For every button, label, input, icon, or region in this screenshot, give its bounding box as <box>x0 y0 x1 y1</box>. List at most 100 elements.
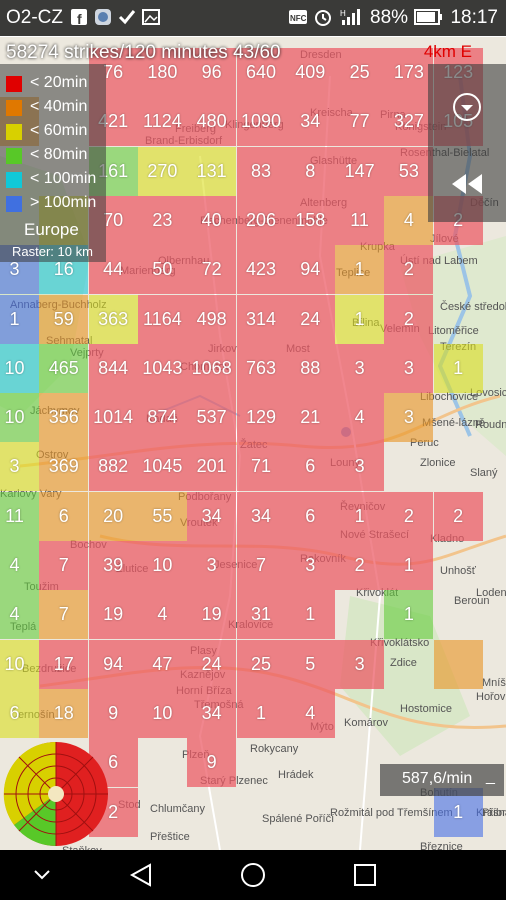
strike-cell <box>285 245 335 295</box>
strike-count: 6 <box>305 505 316 526</box>
strike-count: 96 <box>201 62 222 82</box>
strike-count: 19 <box>201 604 222 625</box>
strike-cell <box>88 343 138 393</box>
strike-count: 201 <box>196 456 227 477</box>
place-label: Hořovice <box>476 691 506 703</box>
carrier-label: O2-CZ <box>6 7 63 28</box>
legend-label: < 60min <box>30 122 88 139</box>
strike-cell <box>384 491 434 541</box>
alarm-icon <box>314 8 332 26</box>
strike-count: 53 <box>398 160 419 181</box>
strike-count: 94 <box>300 259 321 280</box>
place-label: Mšené-lázně <box>422 417 485 429</box>
legend-swatch <box>6 148 22 164</box>
place-label: Slaný <box>470 467 498 479</box>
legend-swatch <box>6 172 22 188</box>
strike-cell <box>137 343 187 393</box>
strike-count: 1090 <box>240 111 282 132</box>
strike-count: 55 <box>152 505 173 526</box>
strike-cell <box>384 343 434 393</box>
chevron-down-circle-icon <box>453 93 481 121</box>
legend-swatch <box>6 196 22 212</box>
strike-count: 59 <box>53 308 74 329</box>
strike-count: 1014 <box>93 407 134 428</box>
signal-icon: H <box>340 8 360 26</box>
strike-cell <box>0 688 39 738</box>
strike-cell <box>137 195 187 245</box>
strike-cell <box>187 738 237 788</box>
battery-icon <box>414 8 442 26</box>
strike-count: 537 <box>196 407 227 428</box>
strike-count: 11 <box>5 505 24 526</box>
strike-cell <box>335 294 385 344</box>
strike-count: 270 <box>147 160 178 181</box>
recents-icon[interactable] <box>352 862 378 888</box>
place-label: Litoměřice <box>428 325 479 337</box>
strike-cell <box>187 688 237 738</box>
strike-count: 2 <box>354 555 365 575</box>
strike-cell <box>137 541 187 590</box>
strike-count: 1043 <box>142 357 183 378</box>
strike-count: 1 <box>354 259 365 280</box>
strike-count: 1124 <box>143 111 182 132</box>
place-label: Zlonice <box>420 457 455 469</box>
strike-count: 18 <box>53 702 74 723</box>
chevron-down-icon[interactable] <box>32 868 52 882</box>
strike-count: 1 <box>9 308 20 329</box>
strike-cell <box>285 639 335 689</box>
strike-count: 6 <box>108 752 119 773</box>
strike-cell <box>0 541 39 590</box>
legend-label: < 20min <box>30 74 88 91</box>
strike-count: 1 <box>403 555 414 575</box>
strike-cell <box>384 294 434 344</box>
strike-cell <box>39 393 89 443</box>
image-icon <box>142 8 160 26</box>
strike-cell <box>384 393 434 443</box>
strike-cell <box>0 294 39 344</box>
strike-cell <box>187 590 237 640</box>
rate-panel: 587,6/min _ <box>380 764 504 796</box>
strike-cell <box>187 97 237 147</box>
place-label: Krásná Hora nad Vltavou <box>476 807 506 819</box>
strike-cell <box>433 491 483 541</box>
strike-cell <box>335 245 385 295</box>
home-icon[interactable] <box>240 862 266 888</box>
strike-cell <box>384 48 434 97</box>
strike-cell <box>88 491 138 541</box>
rewind-button[interactable] <box>450 172 484 196</box>
strike-count: 7 <box>255 555 266 575</box>
strike-cell <box>137 294 187 344</box>
dropdown-button[interactable] <box>452 92 482 122</box>
strike-cell <box>137 245 187 295</box>
strike-cell <box>236 491 286 541</box>
strike-count: 6 <box>305 456 316 477</box>
strike-cell <box>88 688 138 738</box>
strike-count: 1 <box>354 505 365 526</box>
strike-count: 77 <box>349 111 370 132</box>
strike-cell <box>39 688 89 738</box>
strike-count: 17 <box>53 653 74 674</box>
strike-count: 31 <box>250 604 272 625</box>
strike-cell <box>137 639 187 689</box>
strike-count: 1 <box>255 702 266 723</box>
strike-cell <box>335 541 385 590</box>
strike-cell <box>285 48 335 97</box>
back-icon[interactable] <box>128 862 154 888</box>
strike-count: 1068 <box>191 357 232 378</box>
radar-widget[interactable] <box>2 740 110 848</box>
strike-count: 1164 <box>143 308 182 329</box>
strike-count: 3 <box>403 357 414 378</box>
clock: 18:17 <box>450 7 498 28</box>
strike-cell <box>285 97 335 147</box>
strike-count: 882 <box>98 456 129 477</box>
strike-cell <box>137 442 187 492</box>
check-icon <box>118 8 136 26</box>
nfc-icon: NFC <box>288 8 307 26</box>
strike-cell <box>236 541 286 590</box>
strike-cell <box>236 245 286 295</box>
radar-icon <box>3 741 108 847</box>
strike-count: 158 <box>295 209 326 230</box>
place-label: Unhošť <box>440 565 477 577</box>
strike-count: 129 <box>245 407 277 428</box>
navigation-bar <box>0 850 506 900</box>
